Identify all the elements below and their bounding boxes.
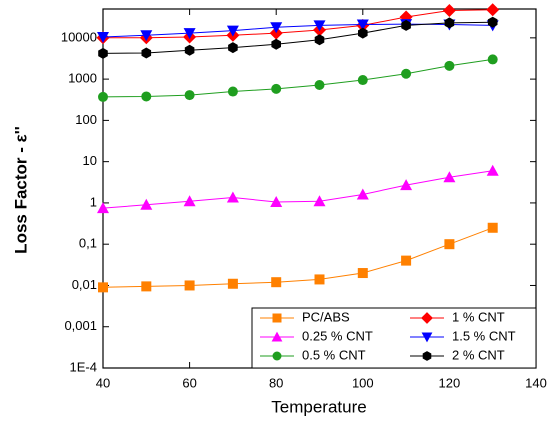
marker [227, 278, 238, 289]
x-tick-label: 100 [352, 375, 374, 390]
marker [313, 195, 326, 207]
marker [184, 44, 195, 56]
marker [487, 222, 498, 233]
y-tick-label: 1E-4 [70, 359, 97, 374]
x-axis-title: Temperature [271, 397, 366, 416]
marker [141, 281, 152, 292]
series-line [102, 21, 493, 54]
y-tick-label: 0,001 [64, 318, 97, 333]
marker [401, 255, 412, 266]
marker [400, 179, 413, 191]
marker [486, 3, 500, 17]
marker [442, 4, 456, 17]
marker [314, 34, 325, 46]
legend-label: 0.25 % CNT [302, 328, 373, 343]
x-tick-label: 60 [182, 375, 196, 390]
marker [98, 47, 108, 59]
marker [421, 312, 433, 324]
marker [184, 280, 195, 291]
marker [487, 54, 498, 65]
marker [270, 22, 283, 34]
marker [271, 83, 282, 94]
marker [271, 277, 282, 288]
marker [314, 274, 325, 285]
marker [183, 28, 196, 40]
marker [98, 282, 108, 293]
marker [272, 351, 282, 361]
marker [226, 191, 239, 203]
marker [227, 86, 238, 97]
y-tick-label: 0,1 [79, 236, 97, 251]
series-line [102, 23, 493, 38]
marker [357, 268, 368, 279]
legend-label: 0.5 % CNT [302, 347, 366, 362]
x-tick-label: 140 [525, 375, 547, 390]
marker [97, 202, 109, 214]
series-line [102, 227, 493, 288]
marker [443, 171, 456, 183]
marker [357, 75, 368, 86]
marker [486, 164, 499, 176]
marker [228, 42, 238, 54]
y-tick-label: 0,01 [72, 277, 97, 292]
marker [401, 19, 411, 31]
marker [401, 68, 412, 79]
x-tick-label: 40 [96, 375, 110, 390]
marker [272, 313, 282, 323]
legend-label: 1 % CNT [452, 309, 505, 324]
legend-label: PC/ABS [302, 309, 350, 324]
marker [422, 351, 432, 361]
y-tick-label: 1000 [68, 71, 97, 86]
marker [184, 90, 195, 101]
marker [226, 25, 239, 37]
y-tick-label: 100 [75, 112, 97, 127]
marker [487, 16, 498, 28]
marker [444, 60, 455, 71]
y-tick-label: 1 [90, 194, 97, 209]
legend-box [251, 307, 537, 369]
marker [140, 30, 153, 42]
marker [444, 17, 455, 29]
legend-label: 2 % CNT [452, 347, 505, 362]
y-tick-label: 10 [83, 153, 97, 168]
marker [97, 32, 109, 43]
series-line [102, 170, 493, 209]
marker [141, 47, 152, 59]
series-line [103, 9, 493, 39]
marker [271, 331, 283, 342]
x-tick-label: 80 [269, 375, 283, 390]
marker [421, 332, 433, 343]
marker [356, 188, 369, 200]
marker [358, 27, 368, 39]
y-axis-title: Loss Factor - ε'' [11, 126, 30, 254]
marker [183, 195, 196, 207]
legend-label: 1.5 % CNT [452, 328, 516, 343]
x-tick-label: 120 [439, 375, 461, 390]
marker [270, 196, 283, 207]
marker [314, 80, 325, 91]
series-line [102, 58, 493, 98]
marker [271, 38, 281, 50]
y-tick-label: 10000 [61, 29, 97, 44]
marker [140, 198, 153, 210]
marker [141, 91, 152, 102]
marker [356, 19, 369, 31]
marker [444, 239, 455, 250]
marker [313, 20, 326, 32]
marker [98, 91, 108, 102]
